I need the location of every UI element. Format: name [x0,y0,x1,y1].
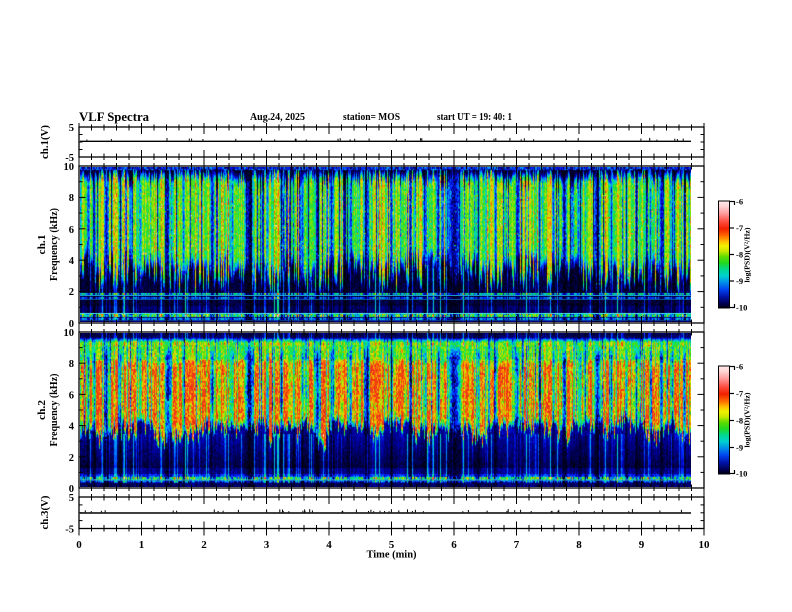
svg-text:1: 1 [139,539,145,551]
svg-text:Frequency (kHz): Frequency (kHz) [49,208,60,281]
svg-text:ch.3(V): ch.3(V) [40,496,51,530]
svg-text:6: 6 [451,539,457,551]
svg-text:4: 4 [326,539,332,551]
svg-text:8: 8 [576,539,582,551]
svg-text:-7: -7 [736,223,744,233]
svg-text:ch.2: ch.2 [37,400,48,420]
svg-text:-5: -5 [65,153,74,164]
svg-text:4: 4 [69,256,75,267]
svg-text:4: 4 [69,422,75,433]
svg-text:Aug.24, 2025: Aug.24, 2025 [250,111,305,123]
svg-text:log(PSD)(V²/Hz): log(PSD)(V²/Hz) [743,392,752,448]
svg-text:-10: -10 [736,469,747,479]
svg-text:ch.1: ch.1 [37,235,48,255]
svg-text:3: 3 [264,539,270,551]
svg-text:station= MOS: station= MOS [343,111,400,123]
svg-text:-7: -7 [736,389,744,399]
svg-text:9: 9 [639,539,645,551]
svg-text:-8: -8 [736,416,743,426]
svg-text:8: 8 [69,193,74,204]
svg-text:5: 5 [69,493,74,504]
svg-text:6: 6 [69,225,74,236]
svg-text:-6: -6 [736,362,743,372]
svg-text:2: 2 [69,453,74,464]
svg-text:Time (min): Time (min) [367,549,417,561]
svg-text:7: 7 [514,539,520,551]
svg-text:start UT = 19: 40: 1: start UT = 19: 40: 1 [437,111,512,123]
svg-text:-8: -8 [736,250,743,260]
svg-text:10: 10 [699,539,711,551]
svg-text:8: 8 [69,359,74,370]
svg-text:10: 10 [64,328,75,339]
svg-text:-5: -5 [65,525,74,536]
svg-text:0: 0 [69,319,74,330]
svg-text:-9: -9 [736,276,743,286]
svg-text:5: 5 [69,123,74,134]
svg-text:-10: -10 [736,303,747,313]
svg-text:log(PSD)(V²/Hz): log(PSD)(V²/Hz) [743,227,752,283]
svg-text:0: 0 [69,484,74,495]
svg-text:Frequency (kHz): Frequency (kHz) [49,374,60,447]
svg-text:10: 10 [64,162,75,173]
svg-text:-6: -6 [736,197,743,207]
svg-text:6: 6 [69,391,74,402]
svg-text:2: 2 [201,539,207,551]
svg-text:2: 2 [69,287,74,298]
svg-text:-9: -9 [736,443,743,453]
svg-text:VLF Spectra: VLF Spectra [79,109,149,124]
svg-text:5: 5 [389,539,395,551]
svg-text:0: 0 [76,539,82,551]
svg-text:ch.1(V): ch.1(V) [40,125,51,159]
